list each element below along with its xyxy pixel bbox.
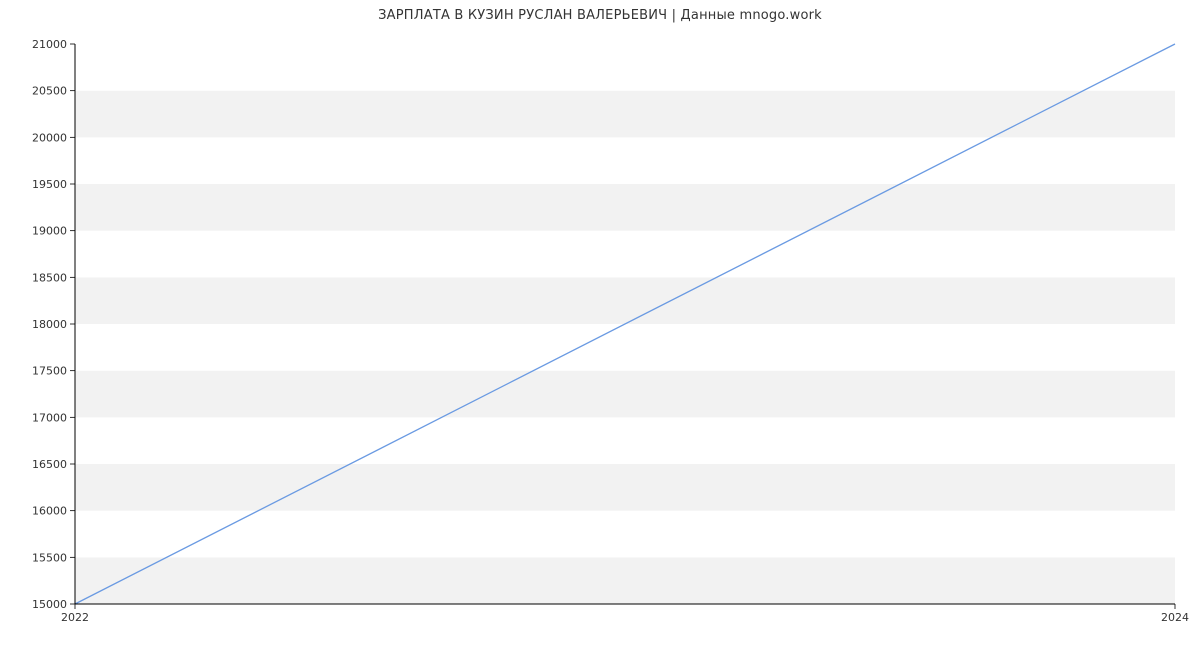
grid-band <box>75 511 1175 558</box>
x-tick-label: 2024 <box>1161 611 1189 624</box>
grid-band <box>75 44 1175 91</box>
y-tick-label: 15500 <box>32 551 67 564</box>
grid-band <box>75 417 1175 464</box>
grid-band <box>75 91 1175 138</box>
grid-band <box>75 277 1175 324</box>
y-tick-label: 20500 <box>32 85 67 98</box>
grid-band <box>75 324 1175 371</box>
y-tick-label: 20000 <box>32 131 67 144</box>
y-tick-label: 16500 <box>32 458 67 471</box>
y-tick-label: 18000 <box>32 318 67 331</box>
y-tick-label: 15000 <box>32 598 67 611</box>
grid-band <box>75 557 1175 604</box>
grid-band <box>75 137 1175 184</box>
y-tick-label: 18500 <box>32 271 67 284</box>
y-tick-label: 19500 <box>32 178 67 191</box>
grid-band <box>75 184 1175 231</box>
y-tick-label: 17000 <box>32 411 67 424</box>
y-tick-label: 21000 <box>32 38 67 51</box>
chart-svg: 15000 15500 16000 16500 17000 17500 18000 18500… <box>0 0 1200 650</box>
x-tick-label: 2022 <box>61 611 89 624</box>
y-tick-label: 17500 <box>32 365 67 378</box>
y-tick-label: 19000 <box>32 225 67 238</box>
grid-band <box>75 231 1175 278</box>
grid-band <box>75 371 1175 418</box>
grid-band <box>75 464 1175 511</box>
y-tick-label: 16000 <box>32 505 67 518</box>
salary-chart: ЗАРПЛАТА В КУЗИН РУСЛАН ВАЛЕРЬЕВИЧ | Дан… <box>0 0 1200 650</box>
